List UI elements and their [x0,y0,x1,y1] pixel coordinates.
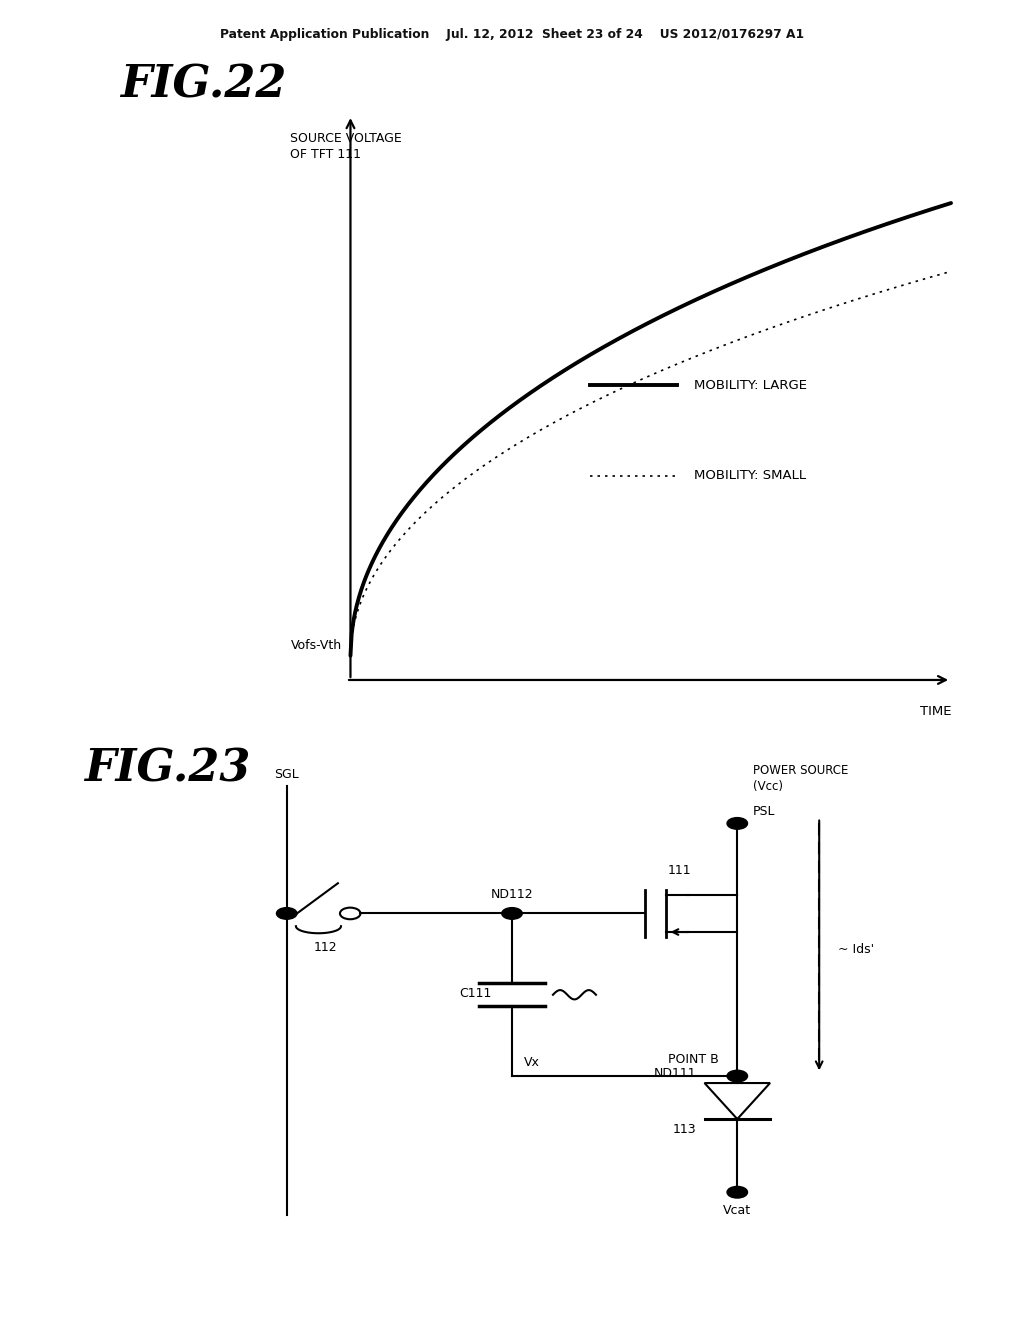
Text: FIG.22: FIG.22 [120,63,286,106]
Text: 112: 112 [313,941,338,954]
Text: SGL: SGL [274,768,299,781]
Text: Patent Application Publication    Jul. 12, 2012  Sheet 23 of 24    US 2012/01762: Patent Application Publication Jul. 12, … [220,28,804,41]
Circle shape [276,908,297,919]
Text: Vcat: Vcat [723,1204,752,1217]
Text: 113: 113 [673,1122,696,1135]
Text: SOURCE VOLTAGE
OF TFT 111: SOURCE VOLTAGE OF TFT 111 [290,132,401,161]
Text: ~ Ids': ~ Ids' [838,944,873,956]
Text: Vofs-Vth: Vofs-Vth [291,639,342,652]
Text: MOBILITY: SMALL: MOBILITY: SMALL [694,469,806,482]
Text: 111: 111 [668,865,691,878]
Text: POWER SOURCE
(Vcc): POWER SOURCE (Vcc) [753,764,848,793]
Text: PSL: PSL [753,805,775,817]
Circle shape [727,1071,748,1082]
Text: MOBILITY: LARGE: MOBILITY: LARGE [694,379,807,392]
Circle shape [727,817,748,829]
Text: Vx: Vx [524,1056,541,1069]
Text: ND111: ND111 [653,1067,696,1080]
Text: C111: C111 [459,987,492,1001]
Text: POINT B: POINT B [668,1052,719,1065]
Text: TIME: TIME [920,705,951,718]
Circle shape [727,1187,748,1199]
Text: FIG.23: FIG.23 [84,748,250,791]
Text: ND112: ND112 [490,887,534,900]
Circle shape [502,908,522,919]
